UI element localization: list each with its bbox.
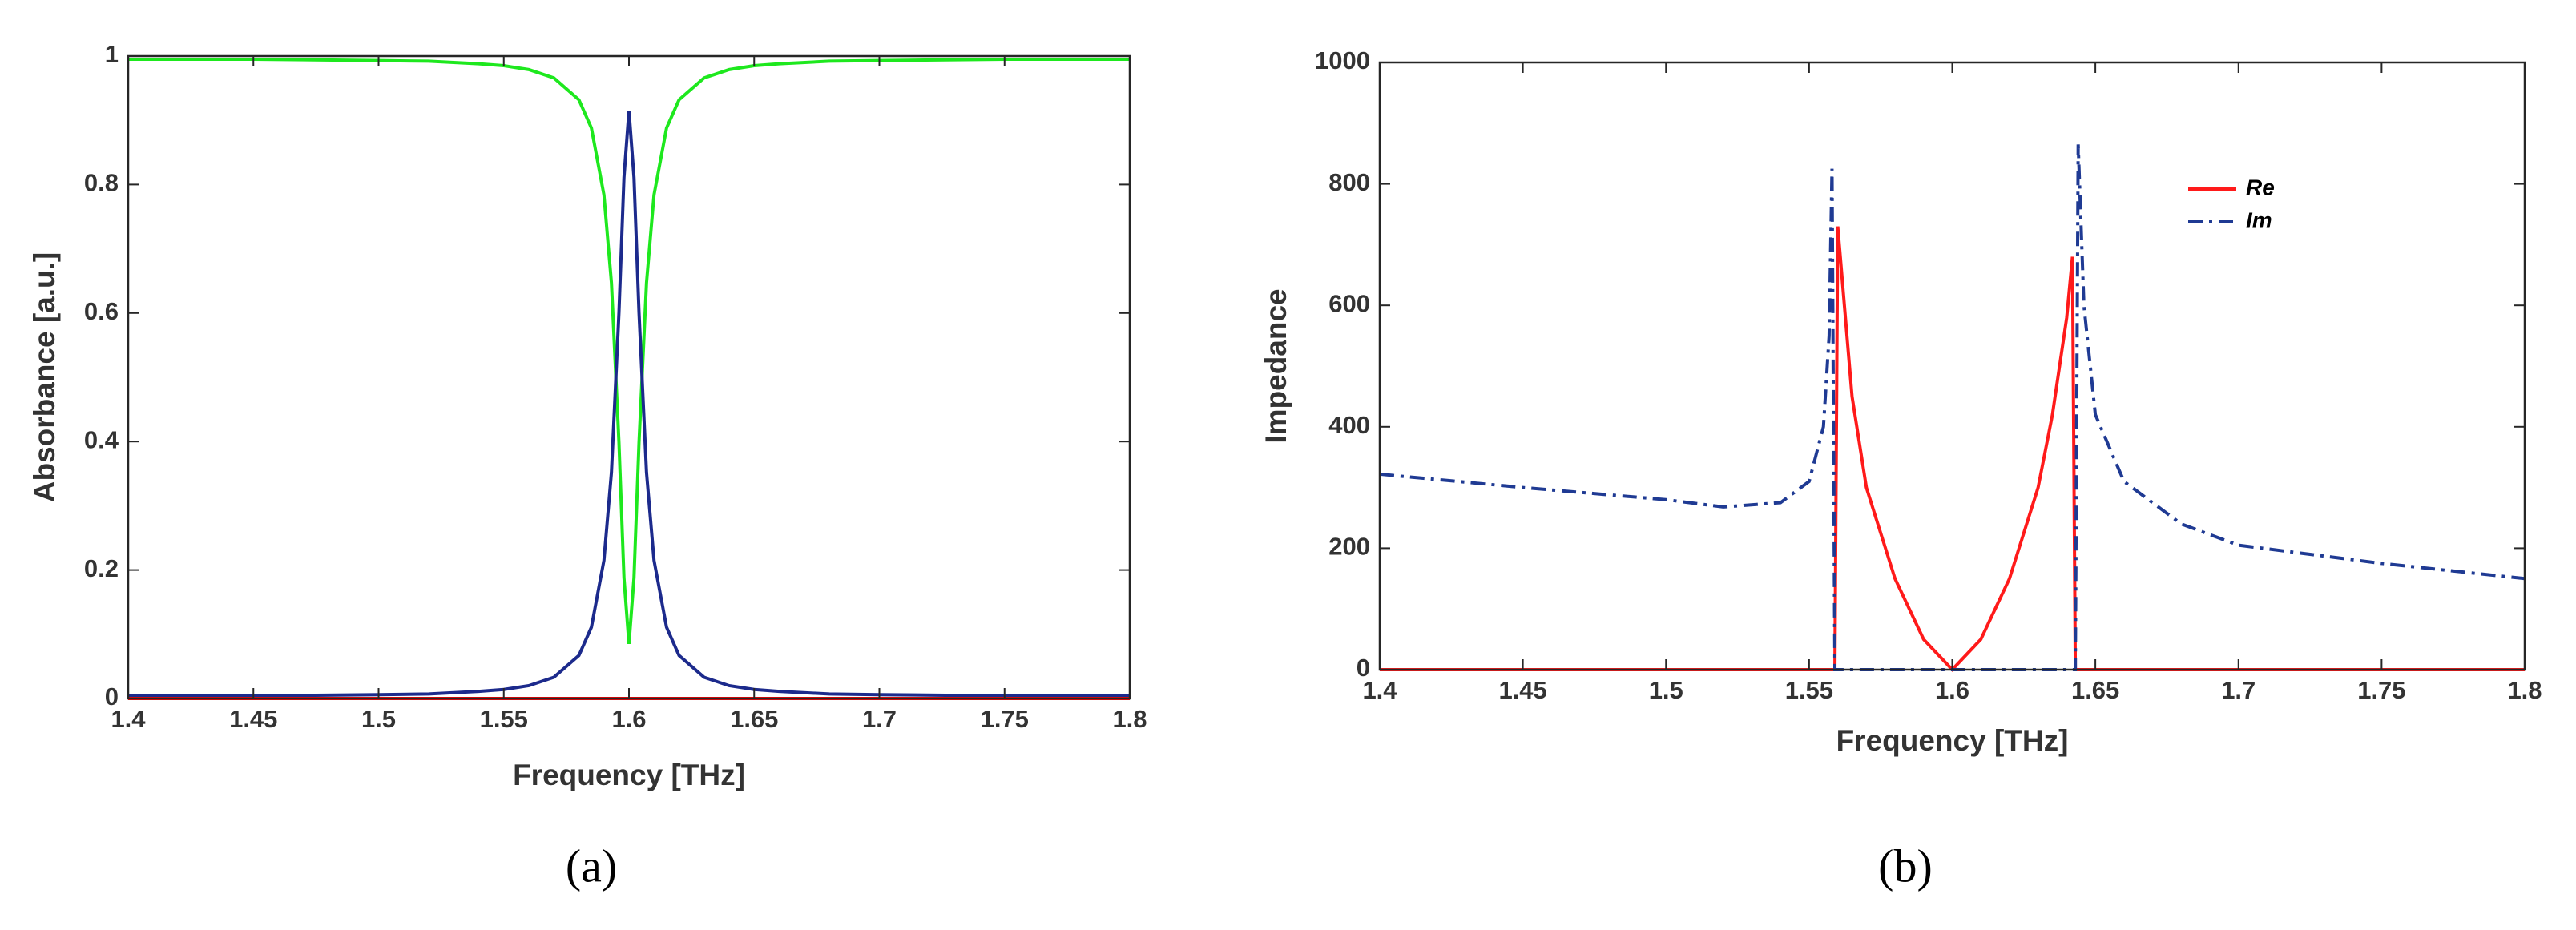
y-tick-label: 400 (1328, 411, 1370, 439)
x-tick-label: 1.65 (2071, 676, 2119, 704)
y-tick-label: 0.2 (84, 554, 119, 582)
y-tick-label: 1000 (1315, 46, 1370, 74)
x-tick-label: 1.75 (981, 705, 1029, 733)
x-tick-label: 1.7 (2221, 676, 2256, 704)
caption: (a) (566, 839, 617, 892)
y-tick-label: 1 (105, 40, 119, 68)
x-tick-label: 1.55 (1785, 676, 1833, 704)
x-tick-label: 1.4 (1362, 676, 1397, 704)
y-tick-label: 0 (105, 682, 119, 711)
x-tick-label: 1.7 (862, 705, 897, 733)
data-line (1380, 226, 2525, 672)
x-axis-label: Frequency [THz] (1836, 724, 2069, 757)
axes-box (127, 54, 1131, 700)
y-tick-label: 0.4 (84, 425, 119, 453)
y-tick-label: 800 (1328, 168, 1370, 196)
y-axis-label: Impedance (1260, 288, 1292, 443)
x-tick-label: 1.8 (1112, 705, 1147, 733)
x-tick-label: 1.8 (2507, 676, 2542, 704)
x-tick-label: 1.5 (361, 705, 396, 733)
caption: (b) (1878, 839, 1933, 892)
legend-label: Im (2246, 207, 2272, 232)
x-tick-label: 1.4 (111, 705, 146, 733)
x-tick-label: 1.45 (229, 705, 277, 733)
legend-label: Re (2246, 175, 2275, 199)
axes-box (1378, 61, 2526, 671)
x-tick-label: 1.6 (1935, 676, 1969, 704)
x-tick-label: 1.75 (2357, 676, 2405, 704)
x-tick-label: 1.5 (1649, 676, 1683, 704)
y-tick-label: 0 (1357, 654, 1370, 682)
data-line (128, 58, 1130, 644)
x-tick-label: 1.65 (730, 705, 778, 733)
data-line (128, 111, 1130, 698)
data-line (1379, 144, 2526, 671)
y-tick-label: 600 (1328, 289, 1370, 317)
x-tick-label: 1.45 (1498, 676, 1546, 704)
y-tick-label: 0.8 (84, 169, 119, 197)
x-axis-label: Frequency [THz] (513, 759, 745, 791)
x-tick-label: 1.6 (611, 705, 646, 733)
y-axis-label: Absorbance [a.u.] (28, 252, 61, 503)
x-tick-label: 1.55 (480, 705, 528, 733)
y-tick-label: 200 (1328, 533, 1370, 561)
y-tick-label: 0.6 (84, 297, 119, 325)
